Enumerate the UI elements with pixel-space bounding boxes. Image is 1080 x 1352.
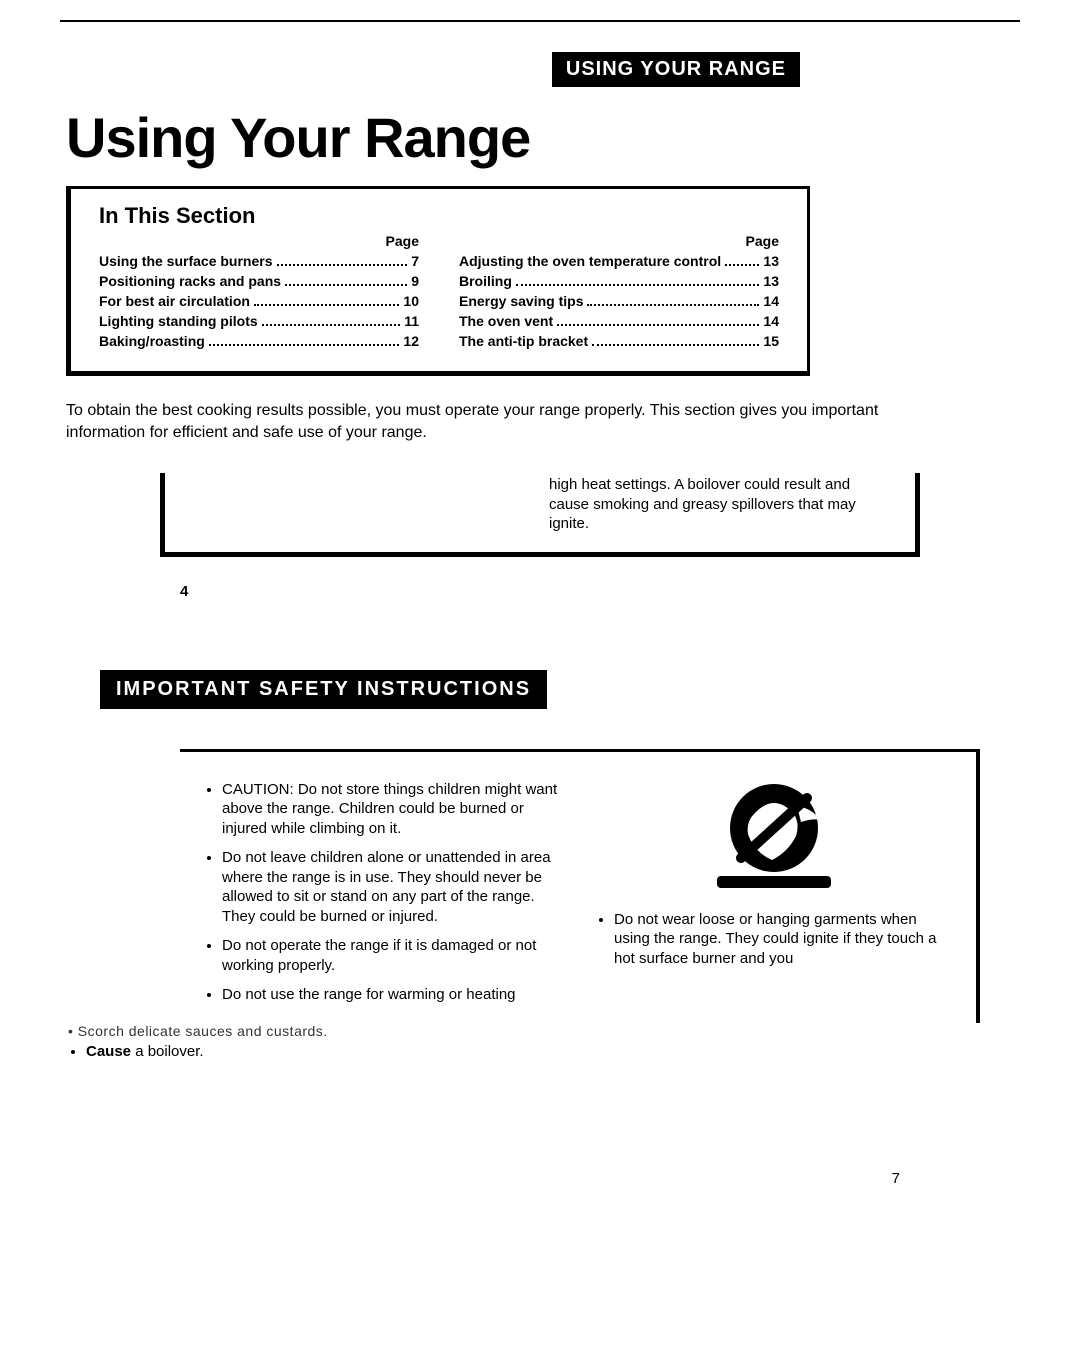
toc-row: Adjusting the oven temperature control 13	[459, 253, 779, 269]
toc-page-num: 14	[763, 293, 779, 309]
toc-row: For best air circulation 10	[99, 293, 419, 309]
toc-label: For best air circulation	[99, 293, 250, 309]
toc-page-num: 15	[763, 333, 779, 349]
safety-header-label: IMPORTANT SAFETY INSTRUCTIONS	[100, 670, 547, 709]
toc-row: Broiling 13	[459, 273, 779, 289]
toc-label: Positioning racks and pans	[99, 273, 281, 289]
warning-strip: high heat settings. A boilover could res…	[160, 473, 920, 557]
page-title: Using Your Range	[66, 105, 1020, 170]
toc-dots	[262, 324, 401, 326]
toc-dots	[285, 284, 407, 286]
toc-page-head-right: Page	[459, 233, 779, 249]
toc-label: The oven vent	[459, 313, 553, 329]
toc-page-num: 10	[403, 293, 419, 309]
toc-dots	[725, 264, 759, 266]
toc-label: Lighting standing pilots	[99, 313, 258, 329]
section-header-label: USING YOUR RANGE	[552, 52, 800, 87]
toc-label: Using the surface burners	[99, 253, 273, 269]
toc-columns: Page Using the surface burners 7 Positioni…	[99, 233, 779, 353]
toc-dots	[592, 344, 759, 346]
loose-bullet-list: Cause a boilover.	[68, 1043, 1020, 1060]
toc-dots	[587, 304, 759, 306]
toc-label: Broiling	[459, 273, 512, 289]
toc-row: Energy saving tips 14	[459, 293, 779, 309]
toc-page-head-left: Page	[99, 233, 419, 249]
document-page: USING YOUR RANGE Using Your Range In Thi…	[0, 20, 1080, 1307]
safety-col-right: Do not wear loose or hanging garments wh…	[596, 780, 952, 1015]
toc-col-right: Page Adjusting the oven temperature cont…	[459, 233, 779, 353]
cause-bold: Cause	[86, 1043, 131, 1060]
toc-label: Baking/roasting	[99, 333, 205, 349]
safety-left-bullet: Do not use the range for warming or heat…	[222, 985, 560, 1005]
toc-row: Baking/roasting 12	[99, 333, 419, 349]
top-rule	[60, 20, 1020, 22]
safety-col-left: CAUTION: Do not store things children mi…	[204, 780, 560, 1015]
toc-dots	[557, 324, 759, 326]
toc-page-num: 7	[411, 253, 419, 269]
header-bar: USING YOUR RANGE	[60, 52, 800, 87]
toc-page-num: 13	[763, 273, 779, 289]
cause-boilover-bullet: Cause a boilover.	[86, 1043, 1020, 1060]
toc-col-left: Page Using the surface burners 7 Positioni…	[99, 233, 419, 353]
toc-page-num: 9	[411, 273, 419, 289]
toc-box: In This Section Page Using the surface b…	[66, 186, 810, 376]
scorch-fragment: • Scorch delicate sauces and custards.	[68, 1023, 1020, 1039]
toc-row: Lighting standing pilots 11	[99, 313, 419, 329]
safety-left-bullet: CAUTION: Do not store things children mi…	[222, 780, 560, 839]
safety-box: CAUTION: Do not store things children mi…	[180, 749, 980, 1023]
safety-left-bullet: Do not operate the range if it is damage…	[222, 936, 560, 975]
cause-rest: a boilover.	[131, 1043, 204, 1060]
warning-fragment: high heat settings. A boilover could res…	[549, 475, 891, 534]
toc-label: The anti-tip bracket	[459, 333, 588, 349]
toc-label: Energy saving tips	[459, 293, 583, 309]
toc-dots	[277, 264, 408, 266]
toc-row: The oven vent 14	[459, 313, 779, 329]
toc-title: In This Section	[99, 203, 779, 229]
page-number-lower: 7	[60, 1170, 900, 1187]
toc-label: Adjusting the oven temperature control	[459, 253, 721, 269]
toc-page-num: 13	[763, 253, 779, 269]
toc-dots	[516, 284, 760, 286]
safety-left-bullet: Do not leave children alone or unattende…	[222, 848, 560, 926]
toc-page-num: 11	[404, 313, 419, 329]
toc-row: Positioning racks and pans 9	[99, 273, 419, 289]
toc-row: The anti-tip bracket 15	[459, 333, 779, 349]
no-loose-garments-icon	[596, 780, 952, 890]
toc-dots	[254, 304, 399, 306]
toc-page-num: 14	[763, 313, 779, 329]
toc-page-num: 12	[403, 333, 419, 349]
safety-right-bullet: Do not wear loose or hanging garments wh…	[614, 910, 952, 969]
intro-paragraph: To obtain the best cooking results possi…	[66, 400, 946, 443]
toc-dots	[209, 344, 400, 346]
toc-row: Using the surface burners 7	[99, 253, 419, 269]
page-number-upper: 4	[180, 583, 1020, 600]
